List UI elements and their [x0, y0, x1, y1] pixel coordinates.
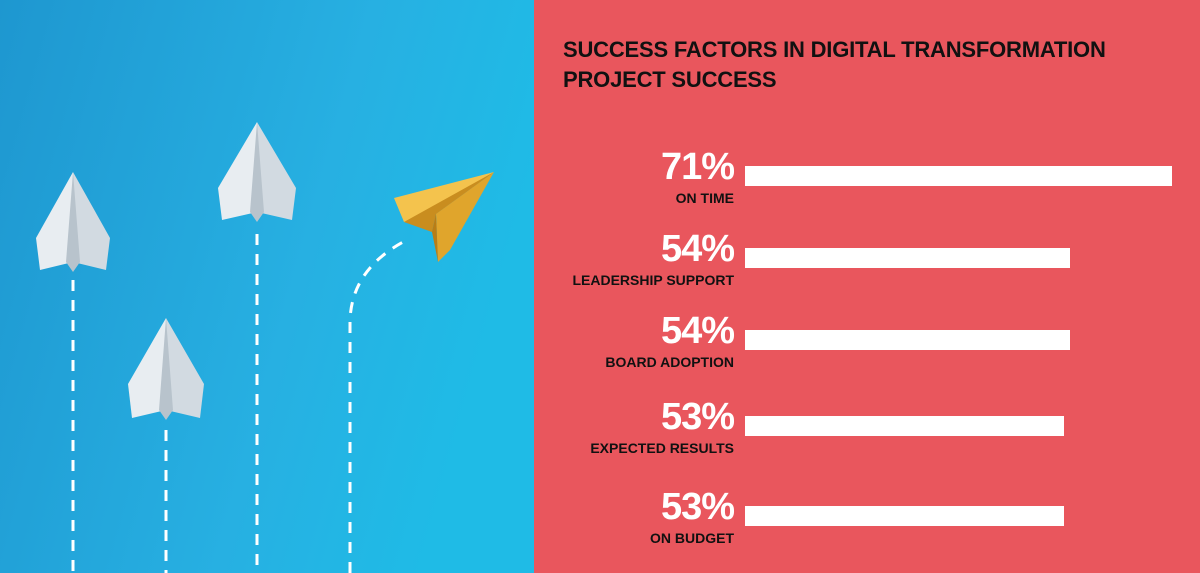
panel-fill	[534, 0, 1200, 573]
category-label: LEADERSHIP SUPPORT	[572, 272, 734, 288]
sky-background	[0, 0, 534, 573]
data-label: 54%	[660, 228, 735, 270]
data-label: 54%	[660, 310, 735, 352]
trail-curve	[348, 238, 408, 573]
bar-row-on-time: 71% ON TIME	[534, 146, 1200, 216]
bar-row-board-adoption: 54% BOARD ADOPTION	[534, 310, 1200, 380]
chart-title: SUCCESS FACTORS IN DIGITAL TRANSFORMATIO…	[563, 37, 1106, 92]
category-label: ON TIME	[675, 190, 734, 206]
data-label: 53%	[660, 486, 735, 528]
bar-row-expected-results: 53% EXPECTED RESULTS	[534, 396, 1200, 466]
chart-panel: SUCCESS FACTORS IN DIGITAL TRANSFORMATIO…	[534, 0, 1200, 573]
data-label: 71%	[660, 146, 735, 188]
paper-plane-icon	[218, 122, 296, 222]
chart-background	[534, 0, 1200, 573]
paper-plane-icon	[36, 172, 110, 272]
bar-row-on-budget: 53% ON BUDGET	[534, 486, 1200, 556]
illustration-svg	[0, 0, 534, 573]
bar	[745, 416, 1064, 436]
category-label: BOARD ADOPTION	[605, 354, 734, 370]
data-label: 53%	[660, 396, 735, 438]
bar	[745, 506, 1064, 526]
bar-row-leadership-support: 54% LEADERSHIP SUPPORT	[534, 228, 1200, 298]
paper-planes-illustration	[0, 0, 534, 573]
gold-paper-plane-icon	[394, 172, 494, 262]
category-label: EXPECTED RESULTS	[590, 440, 734, 456]
bar	[745, 166, 1172, 186]
bar	[745, 248, 1070, 268]
dashed-trails	[71, 234, 408, 573]
category-label: ON BUDGET	[650, 530, 734, 546]
bar	[745, 330, 1070, 350]
paper-plane-icon	[128, 318, 204, 420]
